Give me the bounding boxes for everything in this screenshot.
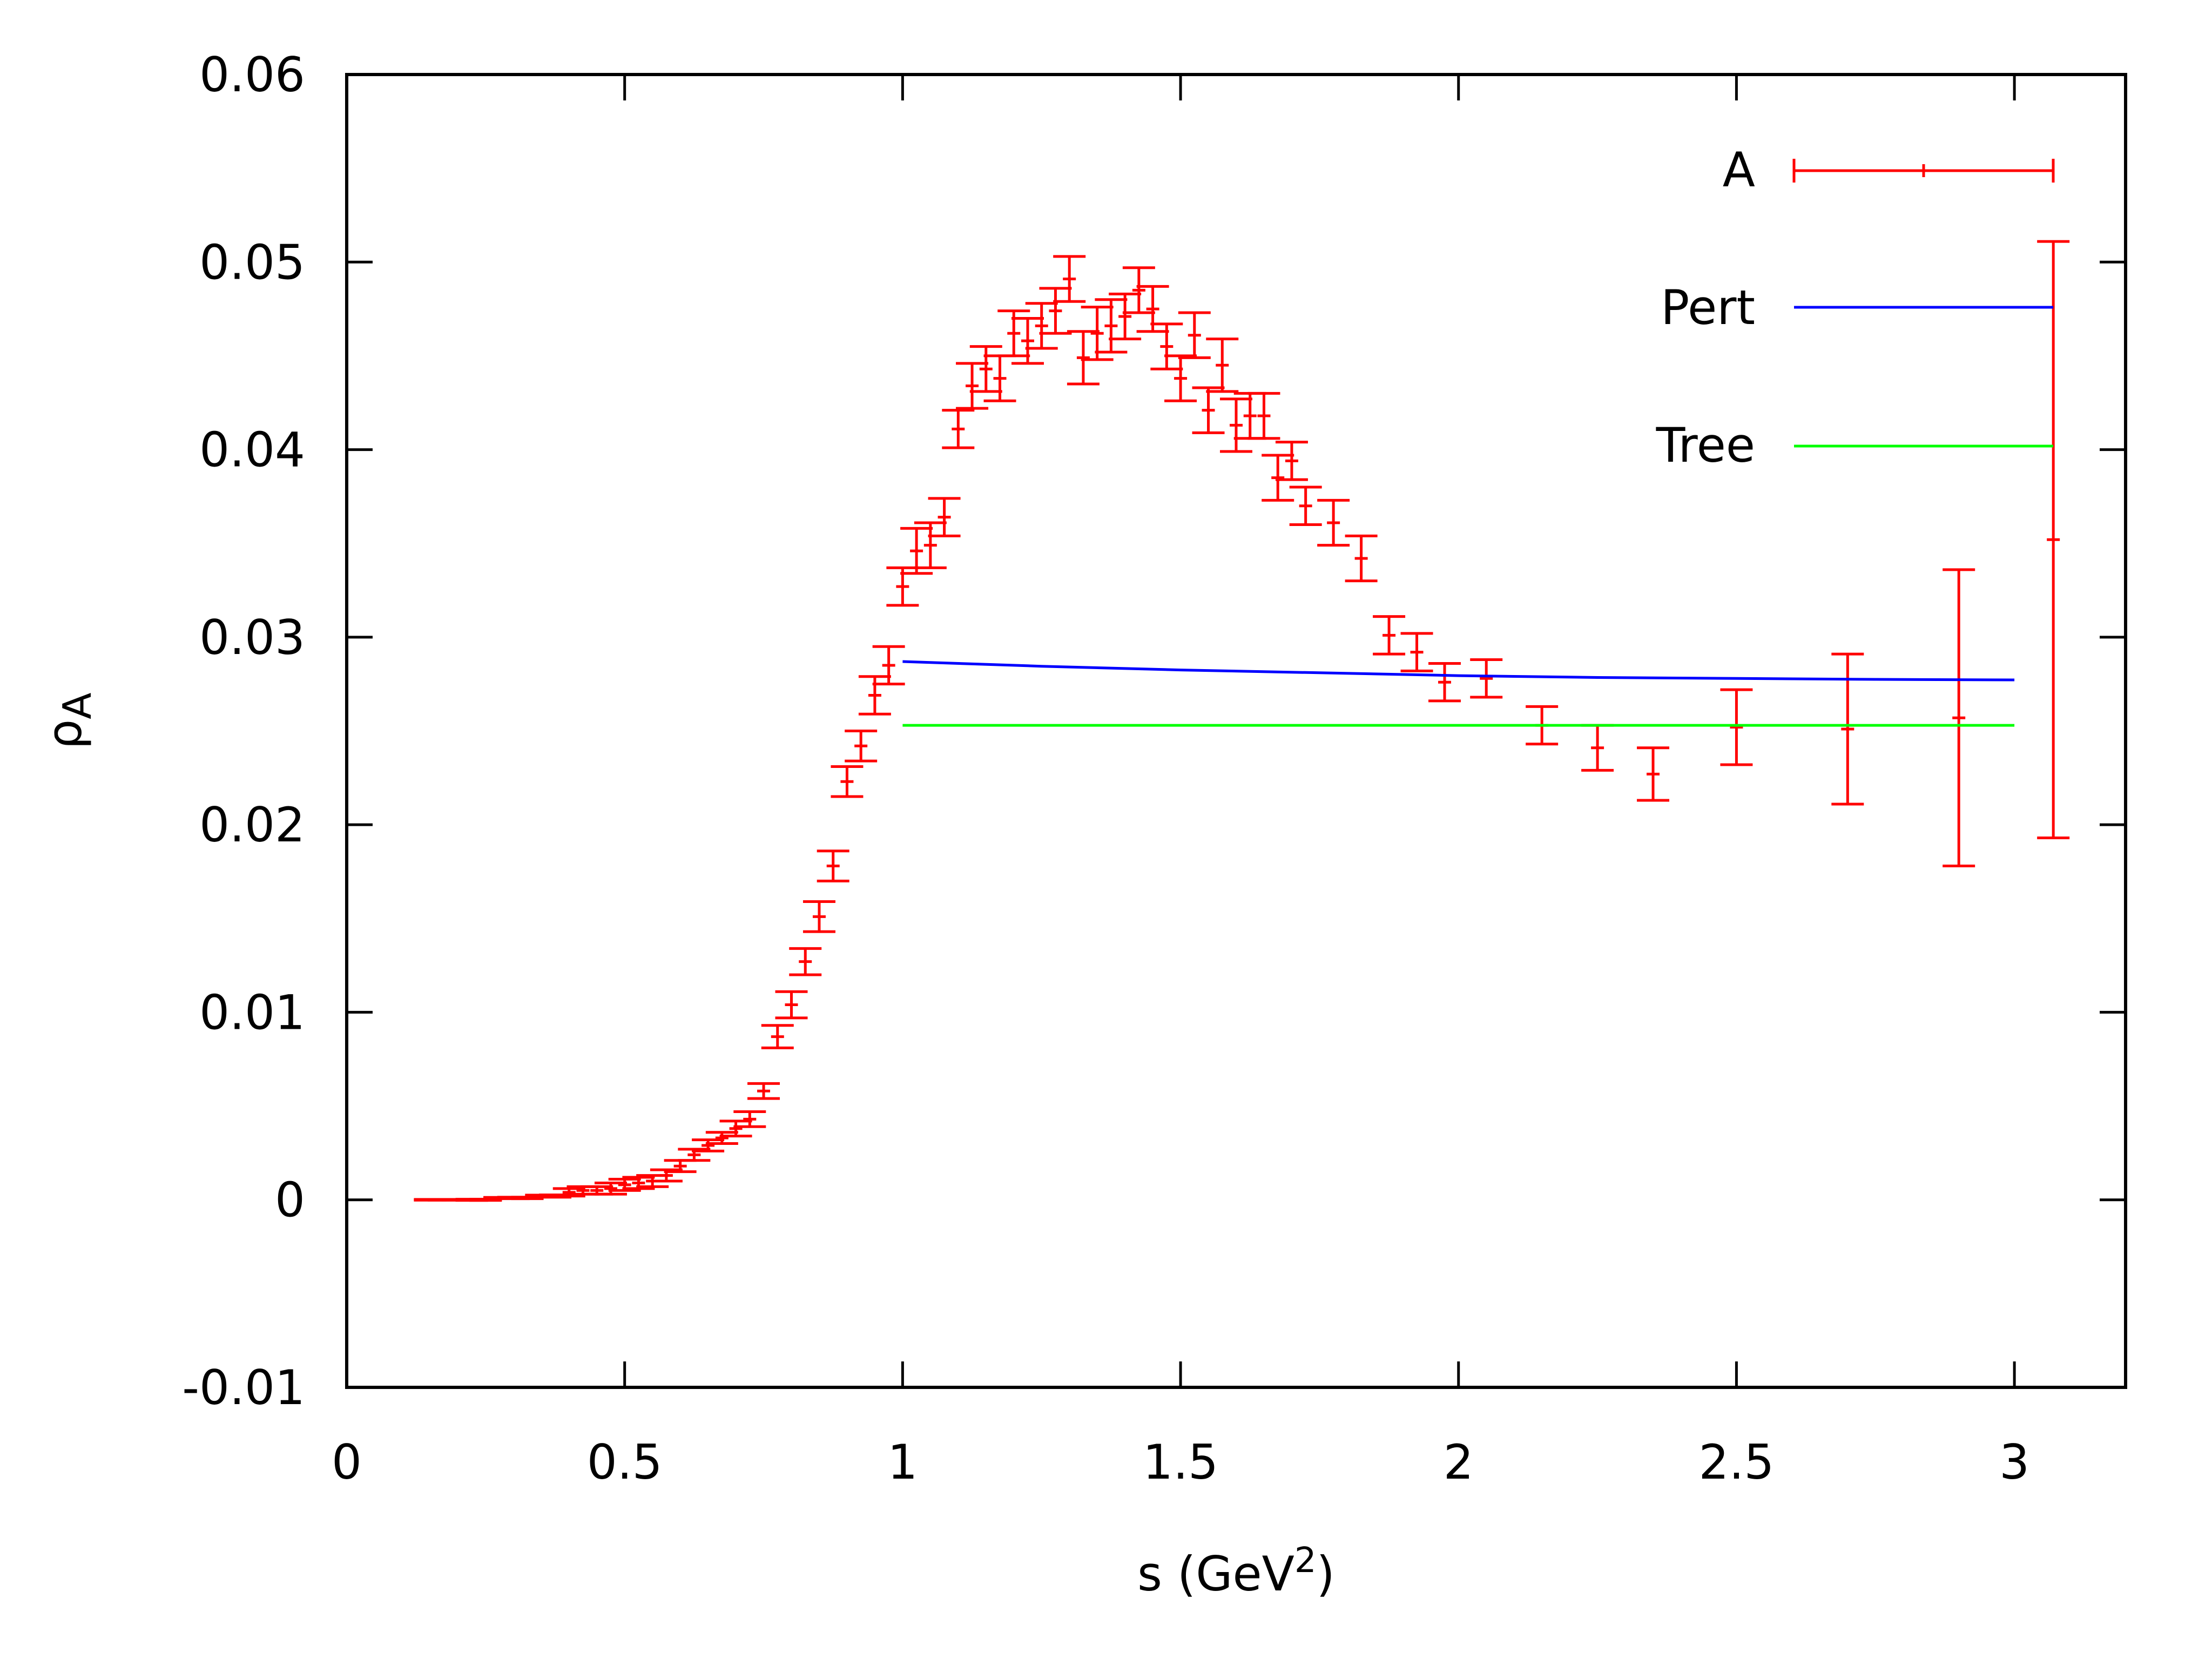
data-point-a xyxy=(692,1138,725,1152)
data-point-a xyxy=(831,765,864,798)
legend-label-a: A xyxy=(1723,142,1755,198)
data-point-a xyxy=(1039,287,1072,335)
data-point-a xyxy=(775,990,808,1020)
y-tick-label: 0.03 xyxy=(199,610,305,665)
plot-frame xyxy=(345,73,2127,1389)
legend-entry-a: A xyxy=(1723,142,2055,198)
series-line-pert xyxy=(902,660,2015,682)
y-tick-label: -0.01 xyxy=(182,1360,305,1415)
data-point-a xyxy=(1025,302,1058,350)
legend-entry-pert: Pert xyxy=(1661,280,2053,335)
x-tick-label: 1.5 xyxy=(1143,1434,1218,1490)
data-point-a xyxy=(1150,322,1183,370)
data-point-a xyxy=(1289,485,1322,526)
y-tick-label: 0.05 xyxy=(199,234,305,290)
data-point-a xyxy=(1122,266,1155,314)
data-point-a xyxy=(1192,386,1225,434)
y-axis-title-sub: A xyxy=(55,692,100,719)
data-point-a xyxy=(1400,632,1433,672)
data-point-a xyxy=(1178,311,1211,359)
y-tick-label: 0.04 xyxy=(199,422,305,478)
data-point-a xyxy=(1109,292,1142,341)
data-point-a xyxy=(1428,662,1461,703)
data-point-a xyxy=(761,1024,794,1049)
data-point-a xyxy=(1373,615,1406,656)
data-point-a xyxy=(1220,397,1252,453)
data-point-a xyxy=(1275,441,1308,481)
data-point-a xyxy=(817,849,849,882)
data-point-a xyxy=(719,1120,752,1138)
ticks-layer: 0 0.5 1 1.5 2 2.5 3 -0.01 0 0.01 0.02 0.03 0.04 0.05 0… xyxy=(182,47,2126,1490)
data-point-a xyxy=(1011,316,1044,365)
data-point-a xyxy=(1637,746,1670,802)
data-point-a xyxy=(1345,534,1378,583)
legend-label-pert: Pert xyxy=(1661,280,1755,335)
x-tick-label: 2 xyxy=(1444,1434,1474,1490)
y-tick-label: 0.01 xyxy=(199,984,305,1040)
data-point-a xyxy=(1164,354,1197,402)
data-point-a xyxy=(1247,392,1280,440)
data-point-a xyxy=(733,1110,766,1128)
data-point-a xyxy=(1053,255,1086,303)
legend-entry-tree: Tree xyxy=(1656,417,2053,473)
data-point-a xyxy=(1067,330,1100,386)
data-point-a xyxy=(845,730,878,763)
data-point-a xyxy=(1943,568,1975,868)
data-point-a xyxy=(1262,454,1294,502)
legend-label-tree: Tree xyxy=(1656,417,1755,473)
data-point-a xyxy=(969,345,1002,393)
x-tick-label: 3 xyxy=(1999,1434,2029,1490)
data-point-a xyxy=(1206,338,1239,393)
data-point-a xyxy=(802,900,835,933)
data-point-a xyxy=(747,1082,780,1100)
data-point-a xyxy=(594,1181,627,1196)
y-tick-label: 0.06 xyxy=(199,47,305,103)
x-axis-title-sup: 2 xyxy=(1294,1541,1317,1581)
data-point-a xyxy=(956,362,989,410)
data-point-a xyxy=(900,527,933,575)
x-tick-label: 1 xyxy=(887,1434,918,1490)
data-point-a xyxy=(942,409,975,449)
data-point-a xyxy=(2037,240,2070,839)
data-point-a xyxy=(872,645,905,686)
data-point-a xyxy=(858,675,891,716)
data-point-a xyxy=(1720,688,1753,766)
data-point-a xyxy=(928,497,961,537)
data-point-a xyxy=(1317,498,1350,547)
x-tick-label: 0 xyxy=(332,1434,362,1490)
data-point-a xyxy=(1470,658,1503,699)
legend: A Pert Tree xyxy=(1656,142,2055,473)
data-point-a xyxy=(1095,298,1128,354)
data-point-a xyxy=(705,1131,738,1145)
y-axis-title: ρA xyxy=(37,692,100,749)
data-point-a xyxy=(914,521,947,569)
x-axis-title: s (GeV2) xyxy=(1137,1541,1335,1602)
marks-layer xyxy=(414,240,2070,1202)
x-tick-label: 2.5 xyxy=(1698,1434,1774,1490)
x-tick-label: 0.5 xyxy=(587,1434,663,1490)
y-tick-label: 0.02 xyxy=(199,797,305,853)
data-point-a xyxy=(789,947,822,976)
y-tick-label: 0 xyxy=(275,1172,305,1228)
